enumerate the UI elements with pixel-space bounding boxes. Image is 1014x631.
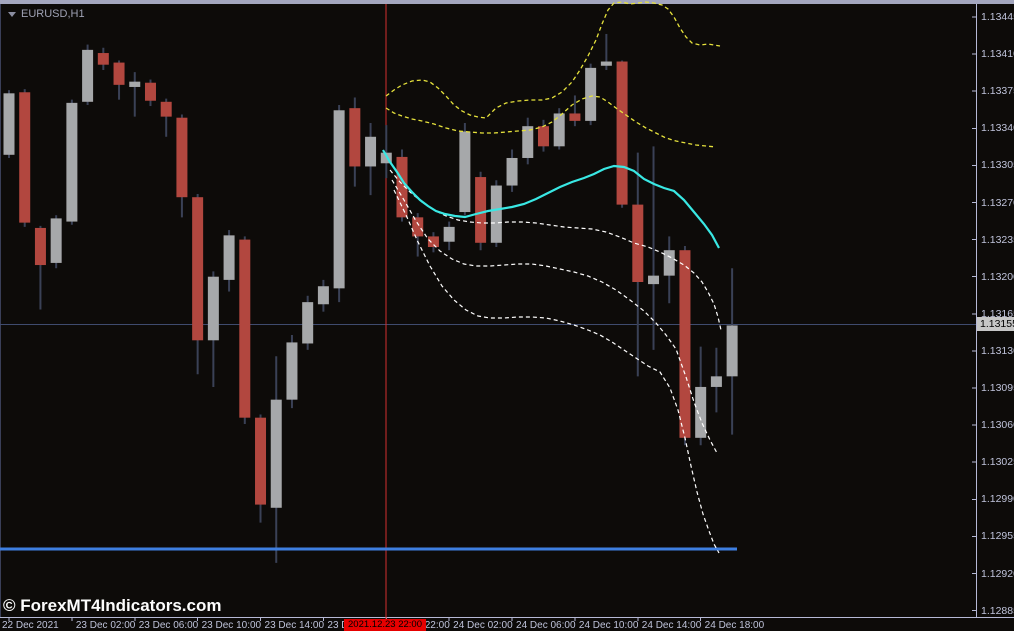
bear-candle: [176, 117, 188, 198]
bull-candle: [317, 286, 329, 305]
price-axis-label: 1.13025: [981, 456, 1014, 469]
bear-candle: [113, 62, 125, 85]
bear-candle: [144, 82, 156, 101]
bear-candle: [19, 92, 31, 223]
bull-candle: [600, 61, 612, 66]
bull-candle: [380, 152, 392, 164]
price-axis-label: 1.13235: [981, 233, 1014, 246]
time-axis-label: 24 Dec 10:00: [578, 620, 639, 631]
bull-candle: [223, 235, 235, 280]
bear-candle: [255, 417, 267, 505]
bear-candle: [412, 217, 424, 237]
window-top-border: [0, 0, 1014, 4]
ma-line: [382, 149, 720, 249]
time-axis-label: 24 Dec 18:00: [704, 620, 765, 631]
chevron-down-icon: [8, 11, 16, 17]
bull-candle: [66, 102, 78, 222]
price-axis-label: 1.12885: [981, 604, 1014, 617]
price-axis-label: 1.13270: [981, 196, 1014, 209]
time-axis-label: 24 Dec 06:00: [516, 620, 576, 631]
bull-candle: [695, 386, 707, 438]
axes: [0, 4, 1014, 621]
upper-band-2: [385, 95, 717, 148]
bear-candle: [679, 250, 691, 438]
bull-candle: [50, 218, 62, 263]
price-axis-label: 1.12955: [981, 530, 1014, 543]
bull-candle: [129, 81, 141, 87]
bull-candle: [3, 93, 15, 155]
bear-candle: [475, 177, 487, 243]
price-axis-label: 1.12990: [981, 493, 1014, 506]
bear-candle: [34, 227, 46, 266]
symbol-timeframe-label: EURUSD,H1: [8, 8, 85, 20]
bear-candle: [97, 53, 109, 65]
price-axis-label: 1.13200: [981, 270, 1014, 283]
bull-candle: [663, 250, 675, 276]
price-axis-label: 1.13165: [981, 307, 1014, 320]
bull-candle: [365, 136, 377, 167]
bear-candle: [192, 197, 204, 341]
price-axis-label: 1.13375: [981, 85, 1014, 98]
price-axis-label: 1.13410: [981, 48, 1014, 61]
watermark-text: © ForexMT4Indicators.com: [3, 596, 222, 615]
time-axis-label: 24 Dec 14:00: [641, 620, 702, 631]
bull-candle: [585, 67, 597, 121]
bear-candle: [427, 236, 439, 248]
current-price-tag: 1.13155: [977, 317, 1014, 332]
lower-band-1: [389, 169, 722, 331]
lower-band-3: [393, 189, 720, 554]
bear-candle: [239, 239, 251, 418]
price-axis-label: 1.13305: [981, 159, 1014, 172]
bull-candle: [207, 276, 219, 341]
price-axis-label: 1.13060: [981, 419, 1014, 432]
bull-candle: [553, 113, 565, 147]
price-axis-label: 1.13445: [981, 11, 1014, 23]
symbol-text: EURUSD,H1: [21, 8, 85, 20]
candles: [3, 33, 738, 563]
price-axis-label: 1.13340: [981, 122, 1014, 135]
lower-band-2: [391, 179, 718, 454]
bull-candle: [286, 342, 298, 400]
bear-candle: [349, 108, 361, 167]
price-axis-label: 1.13095: [981, 382, 1014, 394]
price-axis-label: 1.13130: [981, 344, 1014, 357]
bull-candle: [302, 302, 314, 344]
bear-candle: [537, 126, 549, 147]
bear-candle: [396, 156, 408, 218]
bull-candle: [490, 185, 502, 243]
bull-candle: [726, 325, 738, 377]
bear-candle: [569, 113, 581, 121]
bull-candle: [506, 157, 518, 186]
bull-candle: [522, 126, 534, 158]
bear-candle: [616, 61, 628, 205]
vline-time-badge: 2021.12.23 22:00: [344, 619, 426, 631]
time-axis-label: 24 Dec 02:00: [453, 620, 513, 631]
time-axis-label: 23 Dec 02:00: [75, 620, 136, 631]
bull-candle: [82, 49, 94, 102]
bear-candle: [160, 101, 172, 117]
time-axis-label: 23 Dec 06:00: [138, 620, 199, 631]
time-axis-label: 22 Dec 2021: [2, 620, 59, 631]
bear-candle: [632, 204, 644, 282]
bull-candle: [333, 110, 345, 289]
bull-candle: [459, 131, 471, 213]
bull-candle: [648, 275, 660, 285]
upper-band-1: [385, 1, 721, 119]
bull-candle: [443, 226, 455, 242]
time-axis-label: 23 Dec 10:00: [201, 620, 262, 631]
price-axis-label: 1.12920: [981, 567, 1014, 580]
bull-candle: [270, 399, 282, 508]
time-axis-label: 23 Dec 14:00: [264, 620, 325, 631]
bull-candle: [710, 376, 722, 387]
